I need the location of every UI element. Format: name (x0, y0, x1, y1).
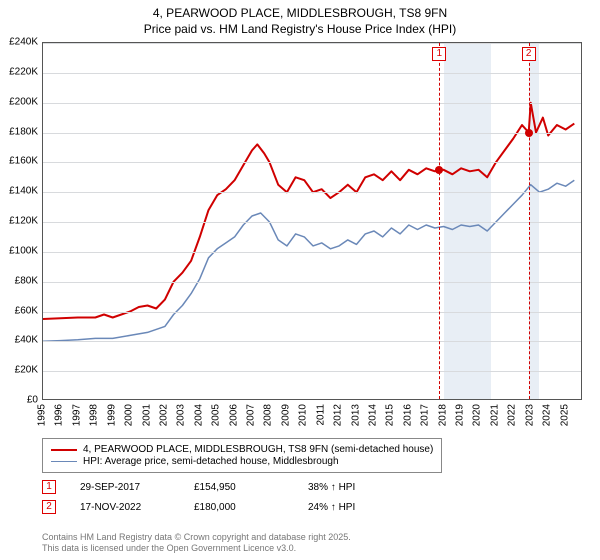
marker-number-box: 2 (522, 47, 536, 61)
y-tick-label: £240K (0, 37, 38, 48)
legend-label: HPI: Average price, semi-detached house,… (83, 456, 339, 467)
gridline (43, 133, 581, 134)
x-tick-label: 1998 (89, 404, 100, 426)
x-tick-label: 2004 (193, 404, 204, 426)
x-tick-label: 2024 (542, 404, 553, 426)
x-tick-label: 2019 (455, 404, 466, 426)
title-address: 4, PEARWOOD PLACE, MIDDLESBROUGH, TS8 9F… (0, 6, 600, 22)
y-tick-label: £80K (0, 275, 38, 286)
chart-title: 4, PEARWOOD PLACE, MIDDLESBROUGH, TS8 9F… (0, 0, 600, 37)
x-tick-label: 2000 (124, 404, 135, 426)
x-tick-label: 2025 (559, 404, 570, 426)
plot-region: 12 (42, 42, 582, 400)
footer-line: This data is licensed under the Open Gov… (42, 543, 351, 554)
x-tick-label: 2003 (176, 404, 187, 426)
sale-date: 17-NOV-2022 (80, 502, 170, 513)
gridline (43, 252, 581, 253)
x-tick-label: 2007 (246, 404, 257, 426)
x-tick-label: 2009 (280, 404, 291, 426)
x-tick-label: 2012 (333, 404, 344, 426)
footer-attribution: Contains HM Land Registry data © Crown c… (42, 532, 351, 554)
y-tick-label: £100K (0, 245, 38, 256)
table-row: 2 17-NOV-2022 £180,000 24% ↑ HPI (42, 500, 398, 514)
gridline (43, 282, 581, 283)
sale-marker: 1 (42, 480, 56, 494)
gridline (43, 371, 581, 372)
gridline (43, 73, 581, 74)
legend-item: HPI: Average price, semi-detached house,… (51, 456, 433, 467)
x-tick-label: 2011 (315, 404, 326, 426)
sales-table: 1 29-SEP-2017 £154,950 38% ↑ HPI 2 17-NO… (42, 480, 398, 520)
sale-delta: 24% ↑ HPI (308, 502, 398, 513)
sale-date: 29-SEP-2017 (80, 482, 170, 493)
marker-vline (529, 43, 530, 399)
x-tick-label: 2016 (402, 404, 413, 426)
legend: 4, PEARWOOD PLACE, MIDDLESBROUGH, TS8 9F… (42, 438, 442, 473)
footer-line: Contains HM Land Registry data © Crown c… (42, 532, 351, 543)
x-tick-label: 2023 (524, 404, 535, 426)
sale-marker: 2 (42, 500, 56, 514)
y-tick-label: £220K (0, 66, 38, 77)
x-tick-label: 1997 (71, 404, 82, 426)
y-tick-label: £180K (0, 126, 38, 137)
gridline (43, 312, 581, 313)
y-tick-label: £0 (0, 395, 38, 406)
y-tick-label: £160K (0, 156, 38, 167)
sale-dot (435, 166, 443, 174)
x-tick-label: 2001 (141, 404, 152, 426)
x-tick-label: 2005 (211, 404, 222, 426)
y-tick-label: £20K (0, 365, 38, 376)
x-tick-label: 1996 (54, 404, 65, 426)
marker-vline (439, 43, 440, 399)
gridline (43, 103, 581, 104)
gridline (43, 222, 581, 223)
y-tick-label: £120K (0, 216, 38, 227)
y-tick-label: £200K (0, 96, 38, 107)
x-tick-label: 1995 (37, 404, 48, 426)
x-tick-label: 2018 (437, 404, 448, 426)
marker-number-box: 1 (432, 47, 446, 61)
gridline (43, 192, 581, 193)
y-tick-label: £140K (0, 186, 38, 197)
sale-dot (525, 129, 533, 137)
chart-container: 4, PEARWOOD PLACE, MIDDLESBROUGH, TS8 9F… (0, 0, 600, 560)
x-tick-label: 2006 (228, 404, 239, 426)
x-tick-label: 2008 (263, 404, 274, 426)
x-tick-label: 2020 (472, 404, 483, 426)
x-tick-label: 2015 (385, 404, 396, 426)
sale-delta: 38% ↑ HPI (308, 482, 398, 493)
y-tick-label: £60K (0, 305, 38, 316)
legend-swatch (51, 449, 77, 451)
chart-area: 12 £0£20K£40K£60K£80K£100K£120K£140K£160… (42, 42, 582, 400)
x-tick-label: 2013 (350, 404, 361, 426)
y-tick-label: £40K (0, 335, 38, 346)
x-tick-label: 1999 (106, 404, 117, 426)
sale-price: £154,950 (194, 482, 284, 493)
title-subtitle: Price paid vs. HM Land Registry's House … (0, 22, 600, 38)
gridline (43, 341, 581, 342)
table-row: 1 29-SEP-2017 £154,950 38% ↑ HPI (42, 480, 398, 494)
x-tick-label: 2002 (158, 404, 169, 426)
legend-swatch (51, 461, 77, 462)
series-line-price_paid (43, 103, 574, 319)
legend-item: 4, PEARWOOD PLACE, MIDDLESBROUGH, TS8 9F… (51, 444, 433, 455)
x-tick-label: 2017 (420, 404, 431, 426)
legend-label: 4, PEARWOOD PLACE, MIDDLESBROUGH, TS8 9F… (83, 444, 433, 455)
x-tick-label: 2010 (298, 404, 309, 426)
series-line-hpi (43, 180, 574, 341)
x-tick-label: 2022 (507, 404, 518, 426)
gridline (43, 43, 581, 44)
gridline (43, 162, 581, 163)
x-tick-label: 2021 (489, 404, 500, 426)
sale-price: £180,000 (194, 502, 284, 513)
x-tick-label: 2014 (367, 404, 378, 426)
